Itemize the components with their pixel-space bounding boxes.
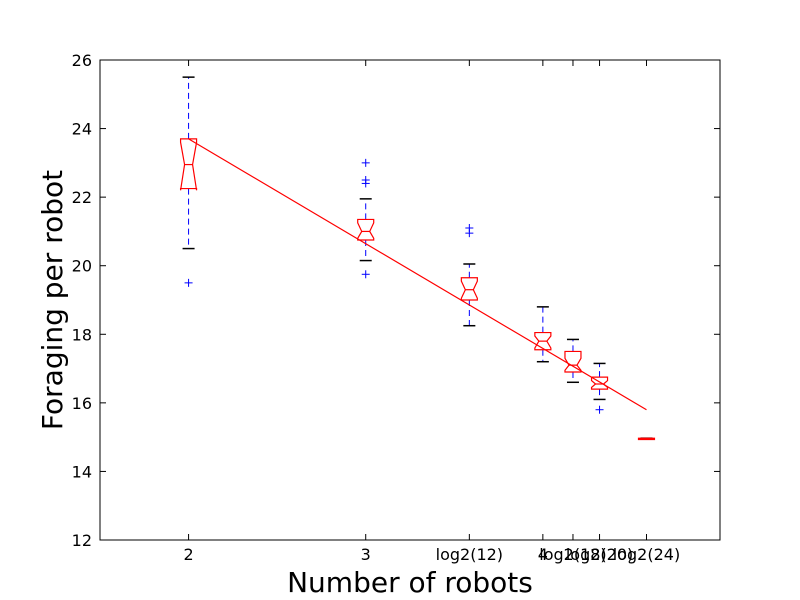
box-4	[564, 338, 582, 384]
y-tick-label: 18	[72, 325, 92, 344]
flier-0	[361, 158, 370, 167]
box-body	[534, 331, 552, 351]
y-tick-label: 26	[72, 51, 92, 70]
box-6	[637, 437, 656, 441]
x-tick-label: log2(12)	[436, 545, 503, 564]
y-tick-label: 22	[72, 188, 92, 207]
x-tick-label: log2(18)	[539, 545, 606, 564]
plot-layer	[179, 76, 656, 441]
box-body	[637, 437, 656, 441]
y-tick-label: 12	[72, 531, 92, 550]
box-body	[590, 376, 609, 390]
box-body	[357, 218, 375, 241]
plot-frame	[99, 59, 721, 541]
box-body	[460, 277, 478, 301]
y-axis-label: Foraging per robot	[36, 170, 69, 430]
x-tick-label: 3	[361, 545, 371, 564]
box-3	[534, 306, 552, 363]
fit-line	[188, 138, 647, 411]
box-body	[179, 138, 198, 191]
flier-0	[184, 278, 193, 287]
x-axis-label: Number of robots	[287, 566, 533, 599]
y-tick-label: 24	[72, 120, 92, 139]
x-tick-label: log2(20)	[566, 545, 633, 564]
x-tick-label: log2(24)	[613, 545, 680, 564]
y-tick-label: 14	[72, 462, 92, 481]
box-2	[460, 224, 478, 327]
x-tick-label: 2	[183, 545, 193, 564]
x-tick-label: 4	[538, 545, 548, 564]
box-5	[590, 362, 609, 414]
flier-1	[465, 229, 474, 238]
flier-0	[595, 405, 604, 414]
y-tick-label: 16	[72, 394, 92, 413]
y-tick-label: 20	[72, 257, 92, 276]
flier-2	[361, 179, 370, 188]
box-0	[179, 76, 198, 287]
flier-3	[361, 270, 370, 279]
box-1	[357, 158, 375, 279]
